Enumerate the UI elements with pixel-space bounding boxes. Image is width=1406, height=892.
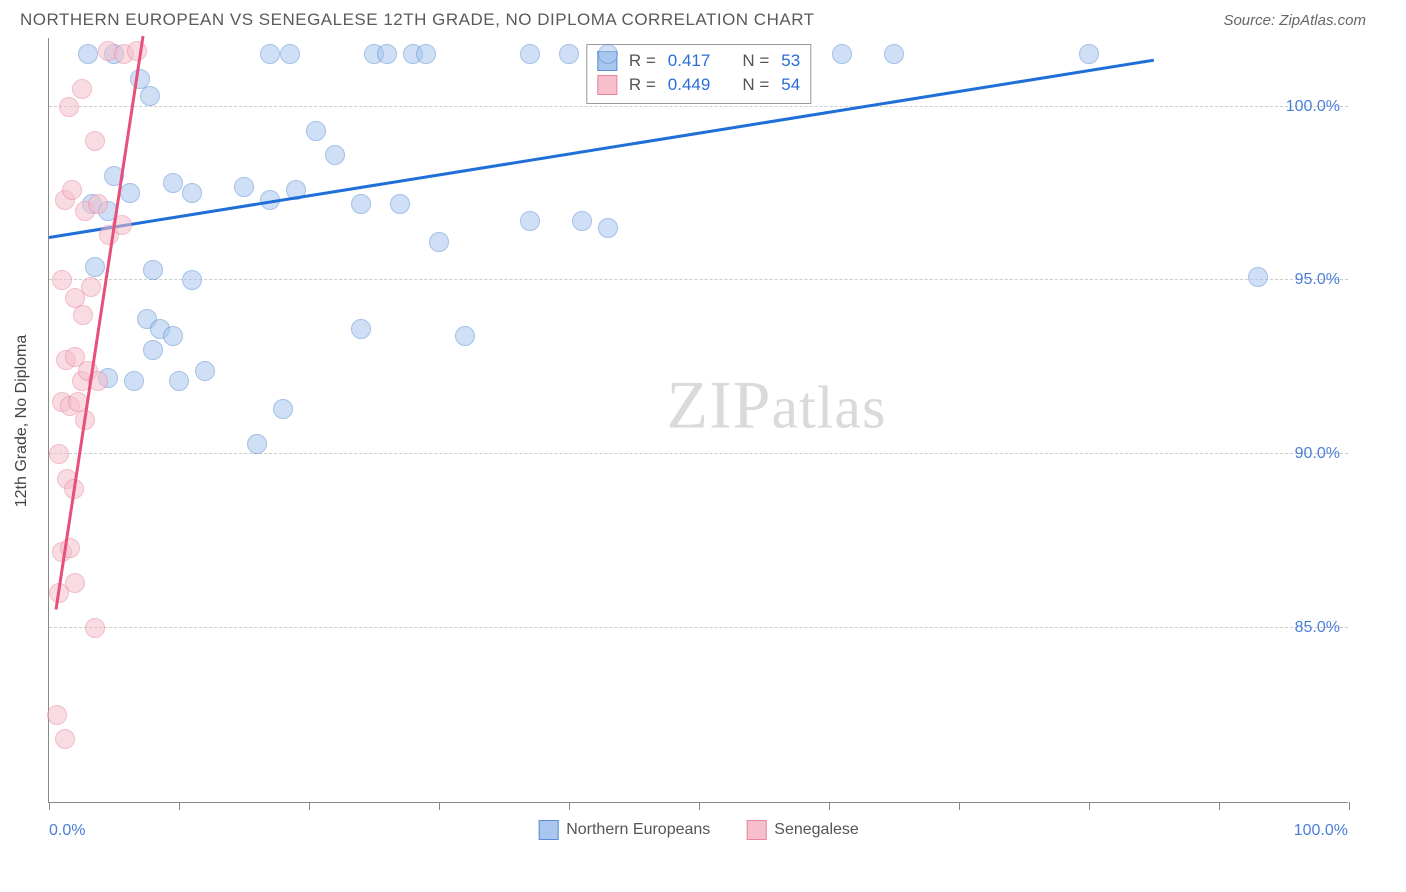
legend-item: Senegalese [746, 820, 859, 840]
data-point [325, 145, 345, 165]
data-point [124, 371, 144, 391]
data-point [260, 44, 280, 64]
stat-n-value: 53 [781, 51, 800, 71]
legend-item: Northern Europeans [538, 820, 710, 840]
data-point [390, 194, 410, 214]
data-point [59, 97, 79, 117]
scatter-plot: ZIPatlas R =0.417N =53R =0.449N =54 0.0%… [48, 38, 1348, 803]
data-point [377, 44, 397, 64]
x-tick [309, 802, 310, 810]
x-tick [959, 802, 960, 810]
trend-line [54, 35, 144, 609]
legend-label: Northern Europeans [566, 821, 710, 839]
data-point [455, 326, 475, 346]
source-label: Source: ZipAtlas.com [1223, 12, 1366, 29]
data-point [598, 44, 618, 64]
stat-n-value: 54 [781, 75, 800, 95]
data-point [72, 79, 92, 99]
data-point [832, 44, 852, 64]
data-point [88, 194, 108, 214]
data-point [163, 326, 183, 346]
x-tick [1089, 802, 1090, 810]
swatch-icon [746, 820, 766, 840]
watermark: ZIPatlas [666, 365, 886, 444]
data-point [169, 371, 189, 391]
x-tick [49, 802, 50, 810]
stat-row: R = 0.449 N = 54 [597, 73, 800, 97]
data-point [55, 729, 75, 749]
data-point [73, 305, 93, 325]
data-point [429, 232, 449, 252]
legend-label: Senegalese [774, 821, 859, 839]
data-point [280, 44, 300, 64]
chart-title: NORTHERN EUROPEAN VS SENEGALESE 12TH GRA… [20, 10, 815, 30]
data-point [85, 257, 105, 277]
stat-row: R = 0.417 N = 53 [597, 49, 800, 73]
x-tick [1349, 802, 1350, 810]
data-point [234, 177, 254, 197]
x-axis-min-label: 0.0% [49, 822, 85, 840]
data-point [1079, 44, 1099, 64]
data-point [49, 444, 69, 464]
data-point [273, 399, 293, 419]
x-tick [569, 802, 570, 810]
stat-r-label: R = [629, 75, 656, 95]
y-tick-label: 100.0% [1286, 98, 1340, 116]
data-point [62, 180, 82, 200]
swatch-icon [538, 820, 558, 840]
legend: Northern Europeans Senegalese [538, 820, 859, 840]
swatch-icon [597, 75, 617, 95]
stat-n-label: N = [742, 75, 769, 95]
x-tick [1219, 802, 1220, 810]
data-point [351, 194, 371, 214]
x-tick [829, 802, 830, 810]
stat-r-label: R = [629, 51, 656, 71]
y-tick-label: 90.0% [1295, 445, 1340, 463]
gridline [49, 106, 1348, 107]
data-point [78, 44, 98, 64]
data-point [85, 131, 105, 151]
gridline [49, 627, 1348, 628]
data-point [182, 270, 202, 290]
stats-box: R = 0.417 N = 53 R = 0.449 N = 54 [586, 44, 811, 104]
data-point [143, 340, 163, 360]
y-tick-label: 85.0% [1295, 619, 1340, 637]
data-point [247, 434, 267, 454]
y-tick-label: 95.0% [1295, 271, 1340, 289]
stat-n-label: N = [742, 51, 769, 71]
data-point [598, 218, 618, 238]
stat-r-value: 0.449 [668, 75, 711, 95]
x-tick [179, 802, 180, 810]
data-point [52, 270, 72, 290]
gridline [49, 279, 1348, 280]
data-point [306, 121, 326, 141]
data-point [572, 211, 592, 231]
data-point [520, 211, 540, 231]
data-point [416, 44, 436, 64]
y-axis-title: 12th Grade, No Diploma [13, 334, 31, 507]
x-tick [439, 802, 440, 810]
data-point [120, 183, 140, 203]
plot-area: 12th Grade, No Diploma ZIPatlas R =0.417… [48, 38, 1396, 803]
data-point [1248, 267, 1268, 287]
data-point [81, 277, 101, 297]
stat-r-value: 0.417 [668, 51, 711, 71]
data-point [351, 319, 371, 339]
data-point [143, 260, 163, 280]
data-point [520, 44, 540, 64]
data-point [47, 705, 67, 725]
gridline [49, 453, 1348, 454]
data-point [884, 44, 904, 64]
data-point [163, 173, 183, 193]
data-point [182, 183, 202, 203]
x-axis-max-label: 100.0% [1294, 822, 1348, 840]
x-tick [699, 802, 700, 810]
data-point [559, 44, 579, 64]
data-point [140, 86, 160, 106]
data-point [195, 361, 215, 381]
data-point [85, 618, 105, 638]
